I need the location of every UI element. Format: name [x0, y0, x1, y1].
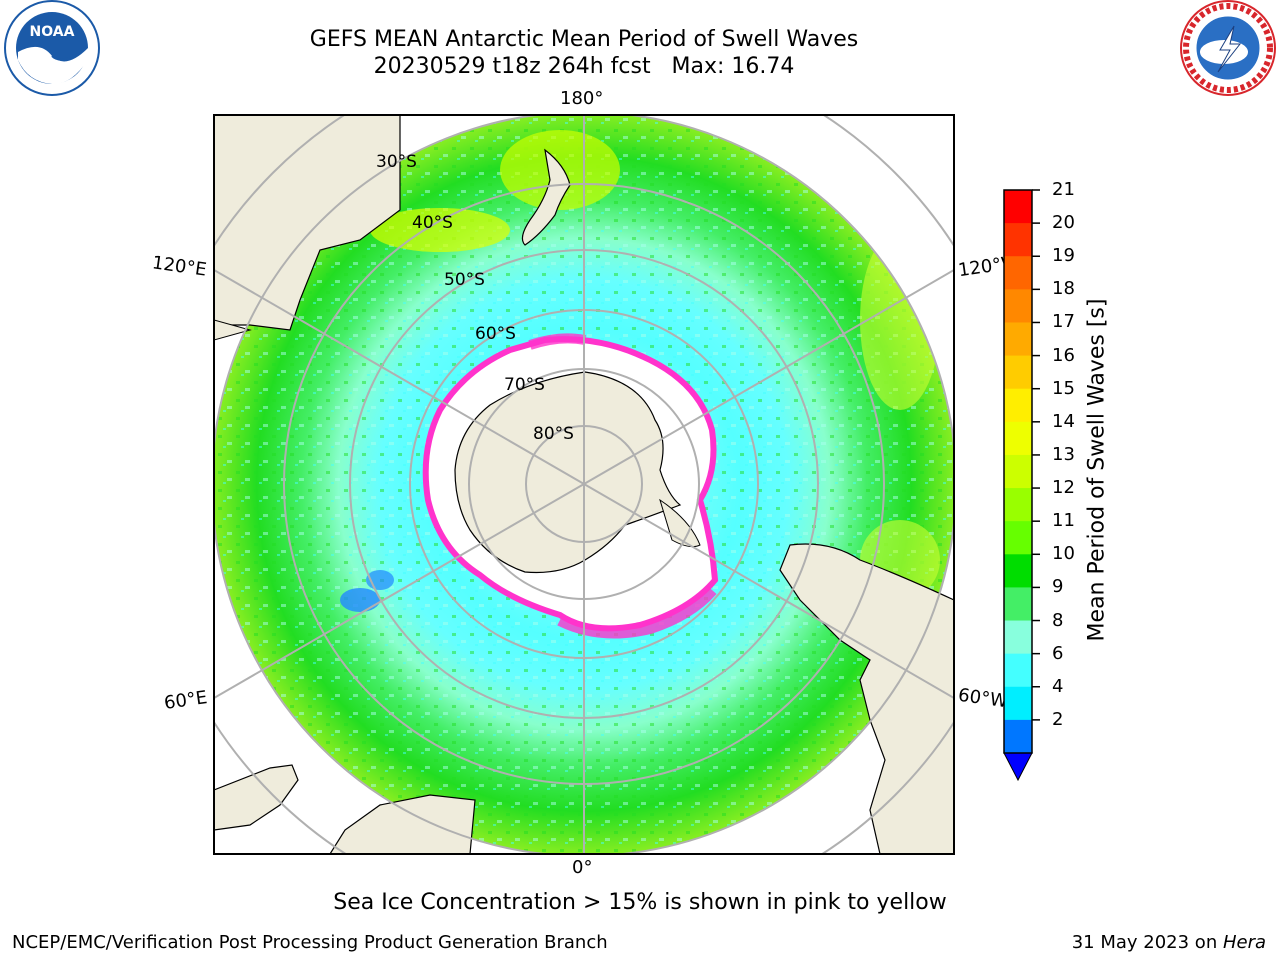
chart-title: GEFS MEAN Antarctic Mean Period of Swell… — [309, 27, 859, 52]
colorbar-tick-label: 15 — [1052, 377, 1075, 399]
colorbar-tick-label: 21 — [1052, 179, 1075, 200]
africa-land — [329, 794, 476, 854]
lat-label-80s: 80°S — [533, 424, 574, 444]
lat-label-50s: 50°S — [444, 270, 485, 290]
colorbar-tick-label: 10 — [1052, 543, 1075, 565]
lat-label-30s: 30°S — [376, 152, 417, 172]
colorbar-segment — [1004, 289, 1032, 323]
colorbar-segment — [1004, 355, 1032, 390]
colorbar-segment — [1004, 388, 1032, 423]
map-frame — [213, 114, 955, 855]
colorbar-segment — [1004, 190, 1032, 224]
meridian-lines — [214, 115, 954, 854]
lat-label-70s: 70°S — [504, 375, 545, 395]
lon-label-0: 0° — [572, 857, 593, 878]
colorbar-segment — [1004, 653, 1032, 688]
colorbar-tick-label: 11 — [1052, 510, 1075, 532]
colorbar-tick-label: 17 — [1052, 311, 1075, 333]
colorbar-segment — [1004, 488, 1032, 522]
colorbar-tick-label: 13 — [1052, 443, 1075, 465]
footer-credit: NCEP/EMC/Verification Post Processing Pr… — [12, 932, 608, 953]
colorbar-tick-label: 16 — [1052, 344, 1075, 366]
colorbar-tick-label: 4 — [1052, 675, 1064, 697]
colorbar-segment — [1004, 620, 1032, 655]
lat-label-60s: 60°S — [475, 324, 516, 344]
nws-logo-icon — [1180, 0, 1276, 96]
colorbar-segment — [1004, 686, 1032, 721]
colorbar-tick-label: 8 — [1052, 609, 1064, 631]
colorbar — [1003, 189, 1040, 782]
chart-subtitle: 20230529 t18z 264h fcst Max: 16.74 — [373, 54, 795, 79]
colorbar-segment — [1004, 719, 1032, 754]
madagascar-land — [214, 764, 299, 831]
colorbar-tick-label: 9 — [1052, 576, 1064, 598]
noaa-logo-text: NOAA — [30, 24, 75, 40]
colorbar-tick-label: 2 — [1052, 708, 1064, 730]
colorbar-tick-label: 18 — [1052, 278, 1075, 300]
sea-ice-note: Sea Ice Concentration > 15% is shown in … — [333, 890, 947, 915]
colorbar-tick-label: 12 — [1052, 477, 1075, 499]
colorbar-tick-label: 20 — [1052, 212, 1075, 234]
colorbar-tick-label: 19 — [1052, 245, 1075, 267]
lon-label-180: 180° — [560, 88, 604, 109]
colorbar-segment — [1004, 587, 1032, 622]
colorbar-segment — [1004, 322, 1032, 357]
colorbar-segment — [1004, 454, 1032, 489]
footer-system: Hera — [1222, 932, 1266, 953]
colorbar-segment — [1004, 421, 1032, 456]
colorbar-label: Mean Period of Swell Waves [s] — [1084, 298, 1110, 642]
footer-date: 31 May 2023 on Hera — [1072, 932, 1266, 953]
lat-label-40s: 40°S — [412, 213, 453, 233]
noaa-logo-icon: NOAA — [4, 0, 100, 96]
colorbar-tick-label: 6 — [1052, 642, 1064, 664]
colorbar-segment — [1004, 521, 1032, 555]
colorbar-segment — [1004, 554, 1032, 588]
colorbar-segment — [1004, 256, 1032, 290]
new-zealand-land — [521, 148, 571, 246]
colorbar-segment — [1004, 223, 1032, 257]
antarctica-land — [454, 371, 682, 574]
colorbar-tick-label: 14 — [1052, 410, 1075, 432]
footer-date-text: 31 May 2023 on — [1071, 932, 1223, 953]
